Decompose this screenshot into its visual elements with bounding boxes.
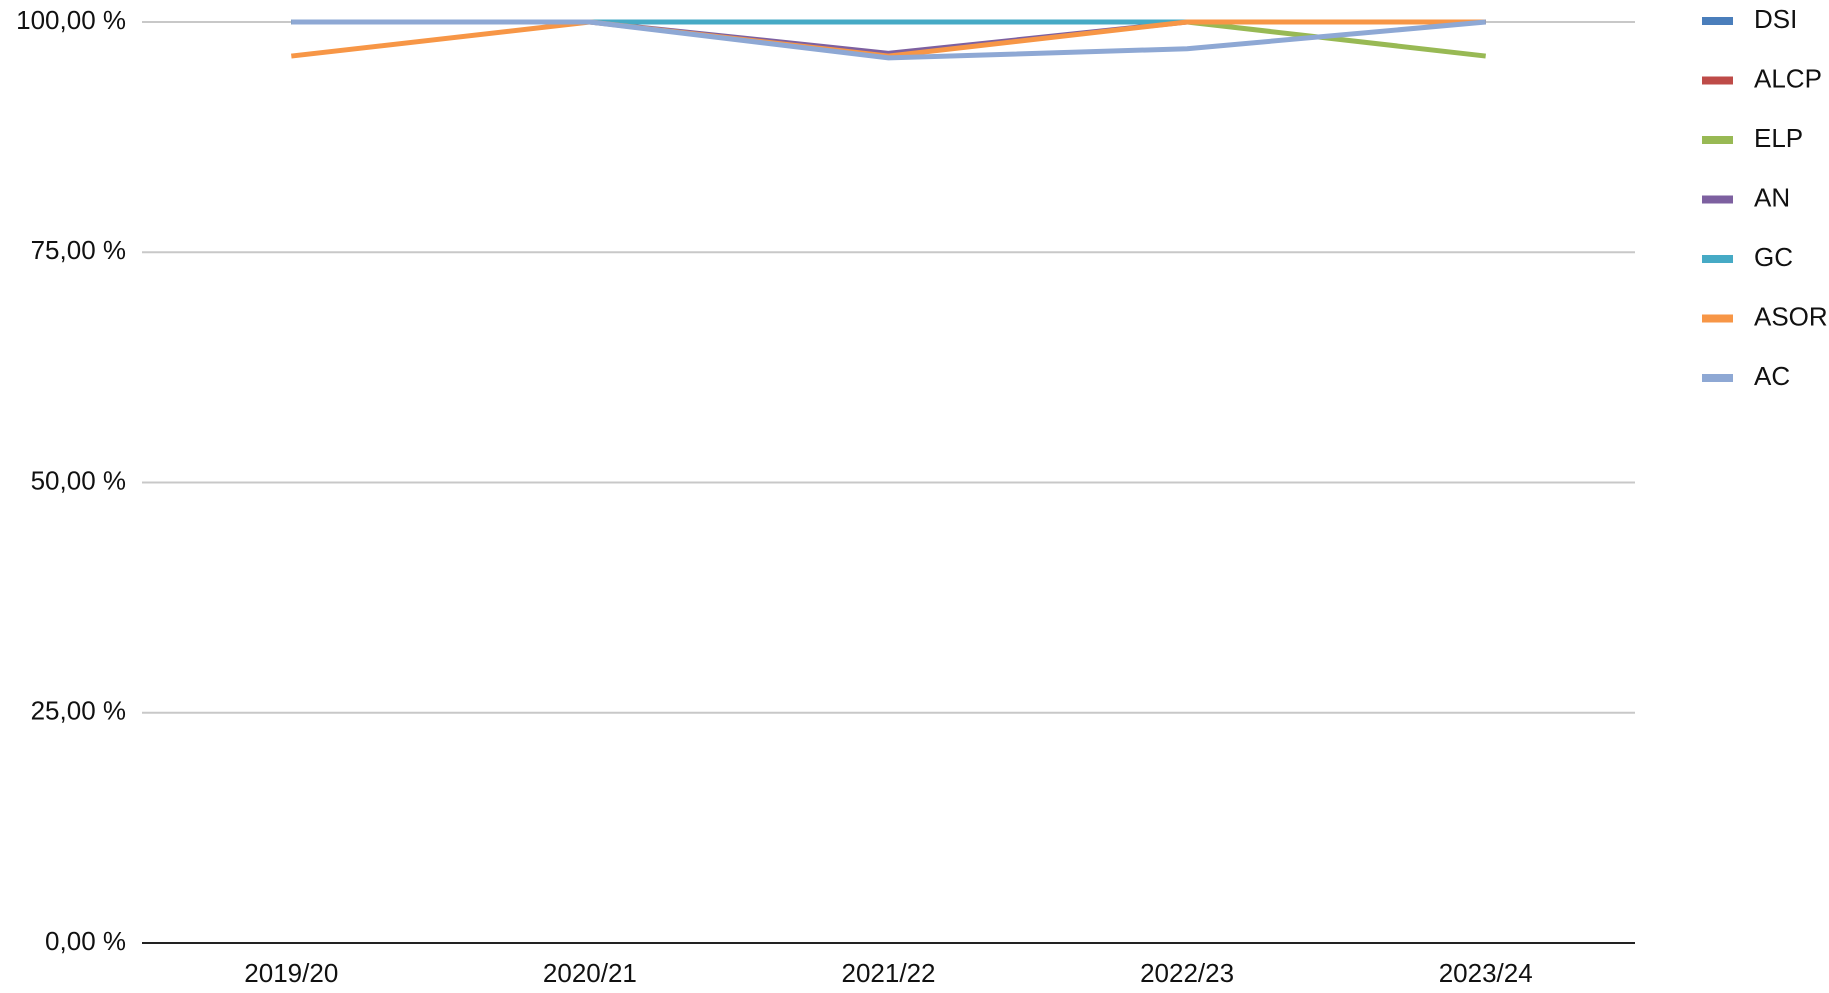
y-tick-label: 0,00 % <box>45 926 126 956</box>
legend-label: AC <box>1754 361 1790 391</box>
y-tick-label: 100,00 % <box>16 5 126 35</box>
legend-label: ASOR <box>1754 301 1828 331</box>
y-tick-label: 75,00 % <box>31 235 126 265</box>
line-series <box>291 19 1486 61</box>
x-tick-label: 2021/22 <box>842 958 936 988</box>
y-tick-label: 25,00 % <box>31 696 126 726</box>
x-tick-label: 2023/24 <box>1439 958 1533 988</box>
x-tick-label: 2020/21 <box>543 958 637 988</box>
x-tick-label: 2019/20 <box>244 958 338 988</box>
legend-label: ALCP <box>1754 63 1822 93</box>
y-tick-label: 50,00 % <box>31 465 126 495</box>
legend-label: ELP <box>1754 123 1803 153</box>
x-tick-label: 2022/23 <box>1140 958 1234 988</box>
legend-label: AN <box>1754 182 1790 212</box>
legend-label: DSI <box>1754 4 1797 34</box>
legend-label: GC <box>1754 242 1793 272</box>
